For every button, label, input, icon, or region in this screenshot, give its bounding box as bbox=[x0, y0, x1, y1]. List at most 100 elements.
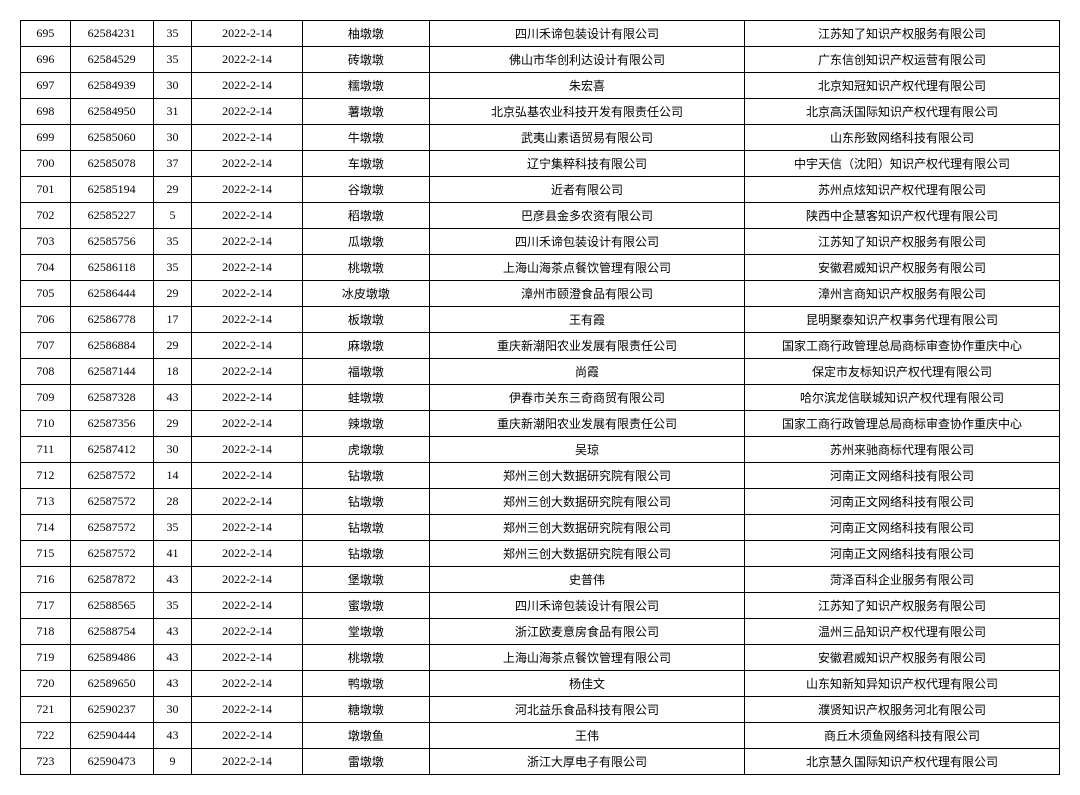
cell-id: 62586884 bbox=[70, 333, 153, 359]
cell-date: 2022-2-14 bbox=[192, 229, 303, 255]
cell-applicant: 郑州三创大数据研究院有限公司 bbox=[429, 489, 744, 515]
table-row: 70762586884292022-2-14麻墩墩重庆新潮阳农业发展有限责任公司… bbox=[21, 333, 1060, 359]
cell-agent: 河南正文网络科技有限公司 bbox=[744, 463, 1059, 489]
cell-cls: 30 bbox=[153, 73, 192, 99]
cell-applicant: 巴彦县金多农资有限公司 bbox=[429, 203, 744, 229]
cell-idx: 721 bbox=[21, 697, 71, 723]
cell-id: 62587572 bbox=[70, 463, 153, 489]
cell-applicant: 浙江欧麦意房食品有限公司 bbox=[429, 619, 744, 645]
table-row: 70862587144182022-2-14福墩墩尚霞保定市友标知识产权代理有限… bbox=[21, 359, 1060, 385]
cell-date: 2022-2-14 bbox=[192, 385, 303, 411]
cell-cls: 29 bbox=[153, 333, 192, 359]
cell-id: 62587572 bbox=[70, 541, 153, 567]
cell-name: 墩墩鱼 bbox=[302, 723, 429, 749]
cell-cls: 35 bbox=[153, 229, 192, 255]
cell-id: 62587412 bbox=[70, 437, 153, 463]
table-row: 69962585060302022-2-14牛墩墩武夷山素语贸易有限公司山东彤致… bbox=[21, 125, 1060, 151]
cell-idx: 701 bbox=[21, 177, 71, 203]
cell-applicant: 漳州市颐澄食品有限公司 bbox=[429, 281, 744, 307]
cell-cls: 14 bbox=[153, 463, 192, 489]
cell-cls: 18 bbox=[153, 359, 192, 385]
cell-cls: 35 bbox=[153, 255, 192, 281]
cell-name: 薯墩墩 bbox=[302, 99, 429, 125]
cell-idx: 704 bbox=[21, 255, 71, 281]
table-row: 69862584950312022-2-14薯墩墩北京弘基农业科技开发有限责任公… bbox=[21, 99, 1060, 125]
cell-agent: 保定市友标知识产权代理有限公司 bbox=[744, 359, 1059, 385]
cell-id: 62587572 bbox=[70, 489, 153, 515]
cell-cls: 35 bbox=[153, 515, 192, 541]
cell-cls: 41 bbox=[153, 541, 192, 567]
cell-id: 62587572 bbox=[70, 515, 153, 541]
cell-name: 辣墩墩 bbox=[302, 411, 429, 437]
cell-idx: 722 bbox=[21, 723, 71, 749]
cell-applicant: 佛山市华创利达设计有限公司 bbox=[429, 47, 744, 73]
cell-agent: 哈尔滨龙信联城知识产权代理有限公司 bbox=[744, 385, 1059, 411]
cell-agent: 陕西中企慧客知识产权代理有限公司 bbox=[744, 203, 1059, 229]
table-row: 70662586778172022-2-14板墩墩王有霞昆明聚泰知识产权事务代理… bbox=[21, 307, 1060, 333]
cell-applicant: 朱宏喜 bbox=[429, 73, 744, 99]
cell-agent: 国家工商行政管理总局商标审查协作重庆中心 bbox=[744, 411, 1059, 437]
cell-date: 2022-2-14 bbox=[192, 281, 303, 307]
cell-name: 蜜墩墩 bbox=[302, 593, 429, 619]
cell-id: 62585194 bbox=[70, 177, 153, 203]
cell-id: 62586778 bbox=[70, 307, 153, 333]
cell-cls: 31 bbox=[153, 99, 192, 125]
cell-idx: 713 bbox=[21, 489, 71, 515]
cell-applicant: 郑州三创大数据研究院有限公司 bbox=[429, 541, 744, 567]
cell-applicant: 武夷山素语贸易有限公司 bbox=[429, 125, 744, 151]
cell-applicant: 四川禾谛包装设计有限公司 bbox=[429, 21, 744, 47]
cell-idx: 720 bbox=[21, 671, 71, 697]
cell-applicant: 郑州三创大数据研究院有限公司 bbox=[429, 515, 744, 541]
cell-applicant: 北京弘基农业科技开发有限责任公司 bbox=[429, 99, 744, 125]
cell-idx: 723 bbox=[21, 749, 71, 775]
cell-cls: 43 bbox=[153, 671, 192, 697]
cell-name: 冰皮墩墩 bbox=[302, 281, 429, 307]
cell-date: 2022-2-14 bbox=[192, 203, 303, 229]
cell-idx: 699 bbox=[21, 125, 71, 151]
cell-date: 2022-2-14 bbox=[192, 47, 303, 73]
table-row: 69662584529352022-2-14砖墩墩佛山市华创利达设计有限公司广东… bbox=[21, 47, 1060, 73]
cell-name: 车墩墩 bbox=[302, 151, 429, 177]
cell-agent: 广东信创知识产权运营有限公司 bbox=[744, 47, 1059, 73]
cell-name: 福墩墩 bbox=[302, 359, 429, 385]
cell-idx: 700 bbox=[21, 151, 71, 177]
cell-date: 2022-2-14 bbox=[192, 463, 303, 489]
table-row: 72162590237302022-2-14糖墩墩河北益乐食品科技有限公司濮贤知… bbox=[21, 697, 1060, 723]
cell-id: 62585756 bbox=[70, 229, 153, 255]
cell-applicant: 杨佳文 bbox=[429, 671, 744, 697]
cell-idx: 702 bbox=[21, 203, 71, 229]
trademark-table: 69562584231352022-2-14柚墩墩四川禾谛包装设计有限公司江苏知… bbox=[20, 20, 1060, 775]
cell-idx: 706 bbox=[21, 307, 71, 333]
cell-cls: 30 bbox=[153, 125, 192, 151]
cell-applicant: 四川禾谛包装设计有限公司 bbox=[429, 593, 744, 619]
cell-agent: 菏泽百科企业服务有限公司 bbox=[744, 567, 1059, 593]
cell-applicant: 伊春市关东三奇商贸有限公司 bbox=[429, 385, 744, 411]
cell-idx: 716 bbox=[21, 567, 71, 593]
cell-date: 2022-2-14 bbox=[192, 411, 303, 437]
cell-name: 瓜墩墩 bbox=[302, 229, 429, 255]
cell-agent: 苏州点炫知识产权代理有限公司 bbox=[744, 177, 1059, 203]
cell-date: 2022-2-14 bbox=[192, 593, 303, 619]
cell-date: 2022-2-14 bbox=[192, 723, 303, 749]
cell-agent: 江苏知了知识产权服务有限公司 bbox=[744, 229, 1059, 255]
cell-idx: 709 bbox=[21, 385, 71, 411]
cell-name: 钻墩墩 bbox=[302, 541, 429, 567]
cell-id: 62585078 bbox=[70, 151, 153, 177]
cell-date: 2022-2-14 bbox=[192, 333, 303, 359]
cell-id: 62587356 bbox=[70, 411, 153, 437]
cell-applicant: 尚霞 bbox=[429, 359, 744, 385]
cell-agent: 濮贤知识产权服务河北有限公司 bbox=[744, 697, 1059, 723]
cell-cls: 37 bbox=[153, 151, 192, 177]
table-row: 70162585194292022-2-14谷墩墩近者有限公司苏州点炫知识产权代… bbox=[21, 177, 1060, 203]
cell-applicant: 史普伟 bbox=[429, 567, 744, 593]
cell-name: 虎墩墩 bbox=[302, 437, 429, 463]
cell-name: 柚墩墩 bbox=[302, 21, 429, 47]
cell-date: 2022-2-14 bbox=[192, 255, 303, 281]
cell-date: 2022-2-14 bbox=[192, 567, 303, 593]
table-row: 70062585078372022-2-14车墩墩辽宁集粹科技有限公司中宇天信（… bbox=[21, 151, 1060, 177]
cell-cls: 35 bbox=[153, 593, 192, 619]
cell-name: 堡墩墩 bbox=[302, 567, 429, 593]
cell-idx: 697 bbox=[21, 73, 71, 99]
cell-id: 62590473 bbox=[70, 749, 153, 775]
cell-agent: 江苏知了知识产权服务有限公司 bbox=[744, 21, 1059, 47]
